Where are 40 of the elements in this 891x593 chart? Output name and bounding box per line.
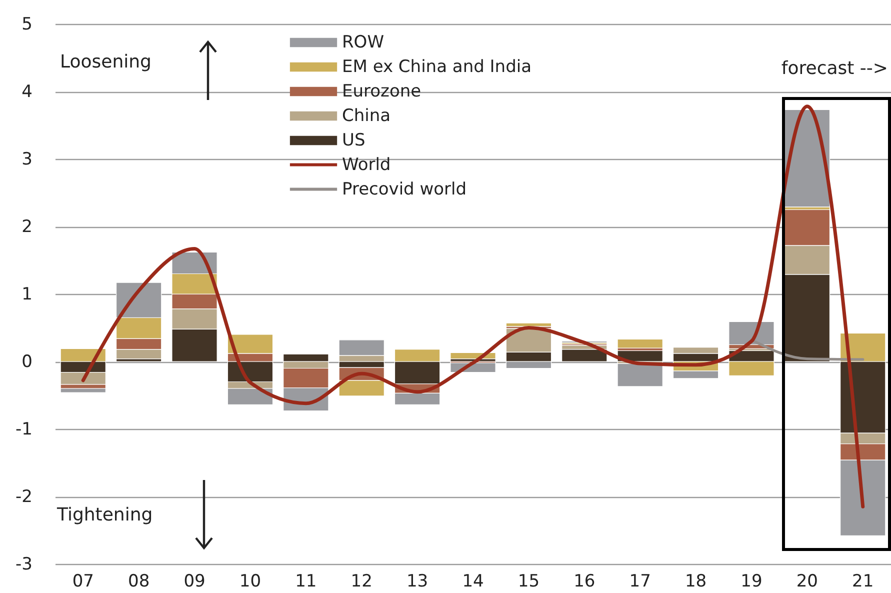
bar [562, 349, 608, 362]
bar [506, 322, 552, 327]
x-tick-label: 16 [574, 572, 596, 592]
legend-label: Eurozone [342, 82, 422, 102]
annotation: Tightening [56, 504, 153, 526]
annotation: forecast --> [781, 58, 888, 79]
legend-label: EM ex China and India [342, 57, 532, 77]
y-tick-label: 2 [22, 217, 32, 237]
y-tick-label: 5 [22, 14, 32, 34]
bar [617, 363, 663, 387]
y-tick-label: 1 [22, 284, 32, 304]
annotation: Loosening [60, 51, 152, 72]
legend-label: China [342, 106, 391, 126]
y-tick-label: -2 [16, 487, 32, 507]
x-tick-label: 12 [350, 572, 372, 592]
y-tick-label: -3 [16, 554, 32, 574]
x-tick-label: 21 [852, 572, 874, 592]
x-tick-label: 20 [796, 572, 818, 592]
x-tick-label: 11 [295, 572, 317, 592]
x-tick-label: 13 [406, 572, 428, 592]
x-tick-label: 14 [462, 572, 484, 592]
x-tick-label: 10 [239, 572, 262, 592]
x-tick-label: 19 [740, 572, 762, 592]
y-tick-label: 0 [22, 352, 32, 372]
legend-label: World [342, 154, 391, 175]
x-tick-label: 18 [684, 572, 707, 592]
y-tick-label: 4 [22, 82, 32, 102]
legend-label: Precovid world [342, 179, 467, 200]
x-tick-label: 09 [184, 572, 206, 592]
line-series [81, 104, 865, 508]
x-tick-label: 15 [518, 572, 540, 592]
y-tick-label: 3 [22, 150, 32, 170]
x-tick-label: 07 [72, 572, 94, 592]
legend-label: ROW [342, 32, 384, 52]
bar [617, 338, 663, 348]
y-tick-label: -1 [16, 420, 32, 440]
x-tick-label: 08 [128, 572, 150, 592]
legend-label: US [342, 130, 366, 150]
bar [60, 388, 106, 393]
x-tick-label: 17 [629, 572, 651, 592]
